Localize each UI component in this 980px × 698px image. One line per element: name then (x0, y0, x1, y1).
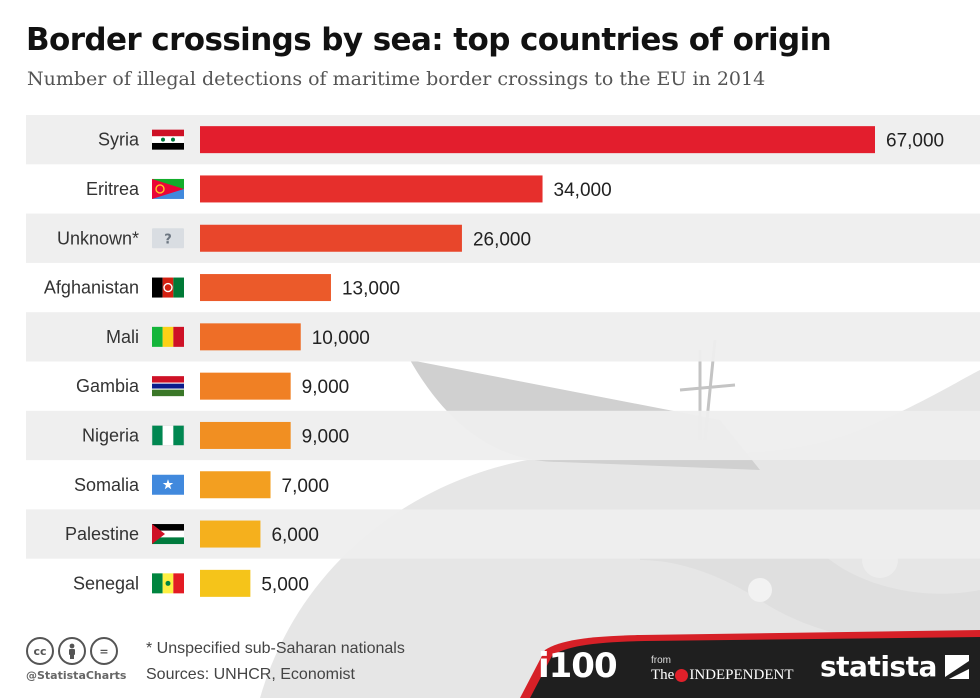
gambia-stripe (152, 383, 184, 389)
senegal-stripe (173, 573, 184, 594)
creative-commons-icon: cc (26, 637, 54, 665)
unknown-flag-icon: ? (152, 228, 184, 249)
somalia-flag-icon (152, 474, 184, 495)
bar-chart: Syria 67,000 Eritrea 34,000 Unknown*? 26,000 A… (26, 115, 980, 597)
statista-wordmark: statista (820, 650, 937, 683)
syria-stripe (152, 129, 184, 137)
row-band (26, 312, 980, 362)
statista-handle: @StatistaCharts (26, 669, 127, 682)
bar-senegal (200, 569, 251, 597)
bar-somalia (200, 471, 271, 499)
afghanistan-emblem (163, 282, 173, 293)
value-label: 9,000 (302, 377, 350, 398)
mali-flag-icon (152, 326, 184, 347)
afghanistan-stripe (173, 277, 184, 298)
category-label: Palestine (65, 524, 139, 544)
independent-the: The (651, 667, 675, 683)
gambia-flag-icon (152, 376, 184, 397)
gambia-stripe (152, 388, 184, 390)
category-label: Somalia (74, 475, 140, 495)
row-band (26, 410, 980, 461)
bar-afghanistan (200, 274, 331, 302)
license-icons: cc = (26, 637, 118, 665)
chart-subtitle: Number of illegal detections of maritime… (27, 68, 766, 90)
senegal-star (165, 580, 171, 586)
value-label: 7,000 (282, 476, 330, 497)
palestine-stripe (152, 537, 184, 545)
eritrea-flag-icon (152, 178, 184, 199)
bar-gambia (200, 372, 291, 400)
value-label: 10,000 (312, 328, 370, 349)
attribution-icon (58, 637, 86, 665)
bar-syria (200, 126, 875, 154)
palestine-triangle (152, 524, 165, 545)
unknown-flag-bg (152, 228, 184, 249)
value-label: 34,000 (554, 180, 612, 201)
i100-logo: i100 (538, 646, 618, 686)
eritrea-triangle (152, 178, 184, 199)
unknown-flag-mark: ? (164, 232, 172, 247)
palestine-flag-icon (152, 524, 184, 545)
category-label: Gambia (76, 376, 140, 396)
bar-palestine (200, 520, 261, 548)
afghanistan-flag-icon (152, 277, 184, 298)
sources: Sources: UNHCR, Economist (146, 666, 355, 683)
syria-stripe (152, 142, 184, 150)
category-label: Afghanistan (44, 278, 139, 298)
somalia-star (162, 479, 174, 490)
independent-eagle-icon (675, 669, 689, 682)
statista-mark-icon (944, 654, 969, 681)
row-band (26, 509, 980, 559)
bar-unknown (200, 224, 462, 252)
category-label: Eritrea (86, 179, 140, 199)
mali-stripe (173, 326, 184, 347)
nigeria-stripe (162, 425, 174, 446)
gambia-stripe (152, 389, 184, 397)
nigeria-border (151, 425, 185, 446)
nigeria-flag-icon (151, 425, 185, 446)
afghanistan-stripe (152, 277, 163, 298)
senegal-stripe (152, 573, 163, 594)
nigeria-stripe (152, 425, 163, 446)
gambia-stripe (152, 382, 184, 384)
syria-star (161, 137, 165, 142)
value-label: 67,000 (886, 131, 944, 152)
row-band (26, 213, 980, 263)
category-label: Mali (106, 327, 139, 347)
chart-title: Border crossings by sea: top countries o… (26, 22, 832, 58)
footnote: * Unspecified sub-Saharan nationals (146, 640, 405, 657)
value-label: 5,000 (261, 574, 309, 595)
syria-stripe (152, 136, 184, 143)
independent-name: INDEPENDENT (689, 667, 794, 683)
nigeria-stripe (173, 425, 184, 446)
category-label: Senegal (73, 573, 139, 593)
mali-stripe (162, 326, 174, 347)
syria-flag-icon (152, 129, 184, 150)
eritrea-wreath (155, 184, 165, 194)
value-label: 13,000 (342, 279, 400, 300)
category-label: Nigeria (82, 425, 140, 445)
bar-eritrea (200, 175, 543, 203)
value-label: 26,000 (473, 229, 531, 250)
afghanistan-stripe (162, 277, 174, 298)
gambia-stripe (152, 376, 184, 383)
value-label: 9,000 (302, 426, 350, 447)
palestine-stripe (152, 524, 184, 531)
value-label: 6,000 (271, 525, 319, 546)
bar-nigeria (200, 421, 291, 449)
palestine-stripe (152, 530, 184, 538)
category-label: Syria (98, 130, 140, 150)
independent-logo: The INDEPENDENT (651, 667, 793, 684)
syria-star (171, 137, 175, 142)
mali-stripe (152, 326, 163, 347)
statista-logo: statista (820, 650, 969, 683)
category-label: Unknown* (57, 228, 139, 248)
bar-mali (200, 323, 301, 351)
senegal-flag-icon (152, 573, 184, 594)
no-derivatives-icon: = (90, 637, 118, 665)
from-label: from (651, 655, 671, 666)
